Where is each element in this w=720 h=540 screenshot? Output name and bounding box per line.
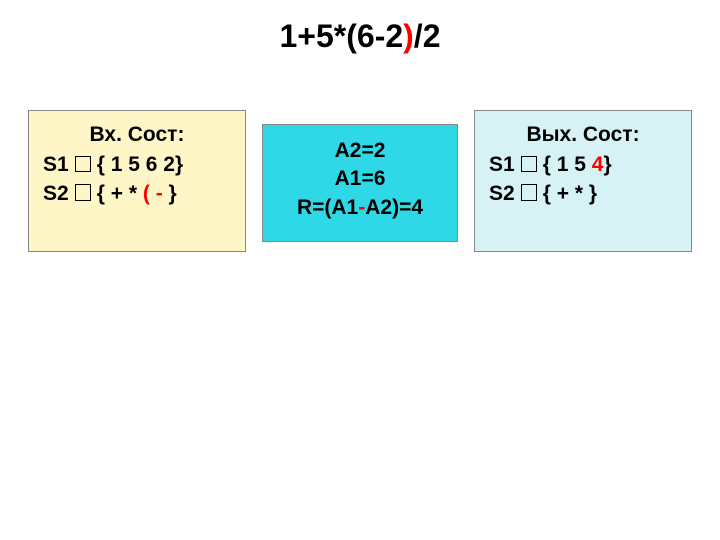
calc-line-1: A2=2 — [277, 137, 443, 165]
calc-box: A2=2 A1=6 R=(A1-A2)=4 — [262, 124, 458, 242]
s2-highlight: ( - — [143, 182, 163, 205]
expression-heading: 1+5*(6-2)/2 — [0, 18, 720, 55]
s1-label: S1 — [43, 153, 69, 176]
s1-line: S1 { 1 5 6 2} — [43, 151, 231, 179]
output-state-title: Вых. Сост: — [489, 121, 677, 149]
s1-line-out: S1 { 1 5 4} — [489, 151, 677, 179]
arrow-icon — [75, 156, 91, 172]
s1-post-out: } — [603, 153, 611, 176]
s2-label: S2 — [43, 182, 69, 205]
s2-post: } — [163, 182, 177, 205]
output-state-box: Вых. Сост: S1 { 1 5 4} S2 { + * } — [474, 110, 692, 252]
arrow-icon — [521, 156, 537, 172]
arrow-icon — [75, 184, 91, 200]
arrow-icon — [521, 184, 537, 200]
s2-line: S2 { + * ( - } — [43, 180, 231, 208]
s2-label-out: S2 — [489, 182, 515, 205]
heading-highlight: ) — [403, 18, 414, 54]
calc-line3-pre: R=(A1 — [297, 196, 358, 219]
slide: 1+5*(6-2)/2 Вх. Сост: S1 { 1 5 6 2} S2 {… — [0, 0, 720, 540]
s1-label-out: S1 — [489, 153, 515, 176]
s2-pre: { + * — [97, 182, 143, 205]
calc-line-2: A1=6 — [277, 165, 443, 193]
s1-pre-out: { 1 5 — [543, 153, 592, 176]
s2-set-out: { + * } — [543, 182, 597, 205]
s2-line-out: S2 { + * } — [489, 180, 677, 208]
input-state-box: Вх. Сост: S1 { 1 5 6 2} S2 { + * ( - } — [28, 110, 246, 252]
heading-post: /2 — [414, 18, 441, 54]
heading-pre: 1+5*(6-2 — [280, 18, 404, 54]
input-state-title: Вх. Сост: — [43, 121, 231, 149]
boxes-row: Вх. Сост: S1 { 1 5 6 2} S2 { + * ( - } A… — [28, 110, 692, 252]
s1-set: { 1 5 6 2} — [97, 153, 183, 176]
calc-line-3: R=(A1-A2)=4 — [277, 194, 443, 222]
s1-highlight-out: 4 — [592, 153, 604, 176]
calc-line3-post: A2)=4 — [365, 196, 423, 219]
